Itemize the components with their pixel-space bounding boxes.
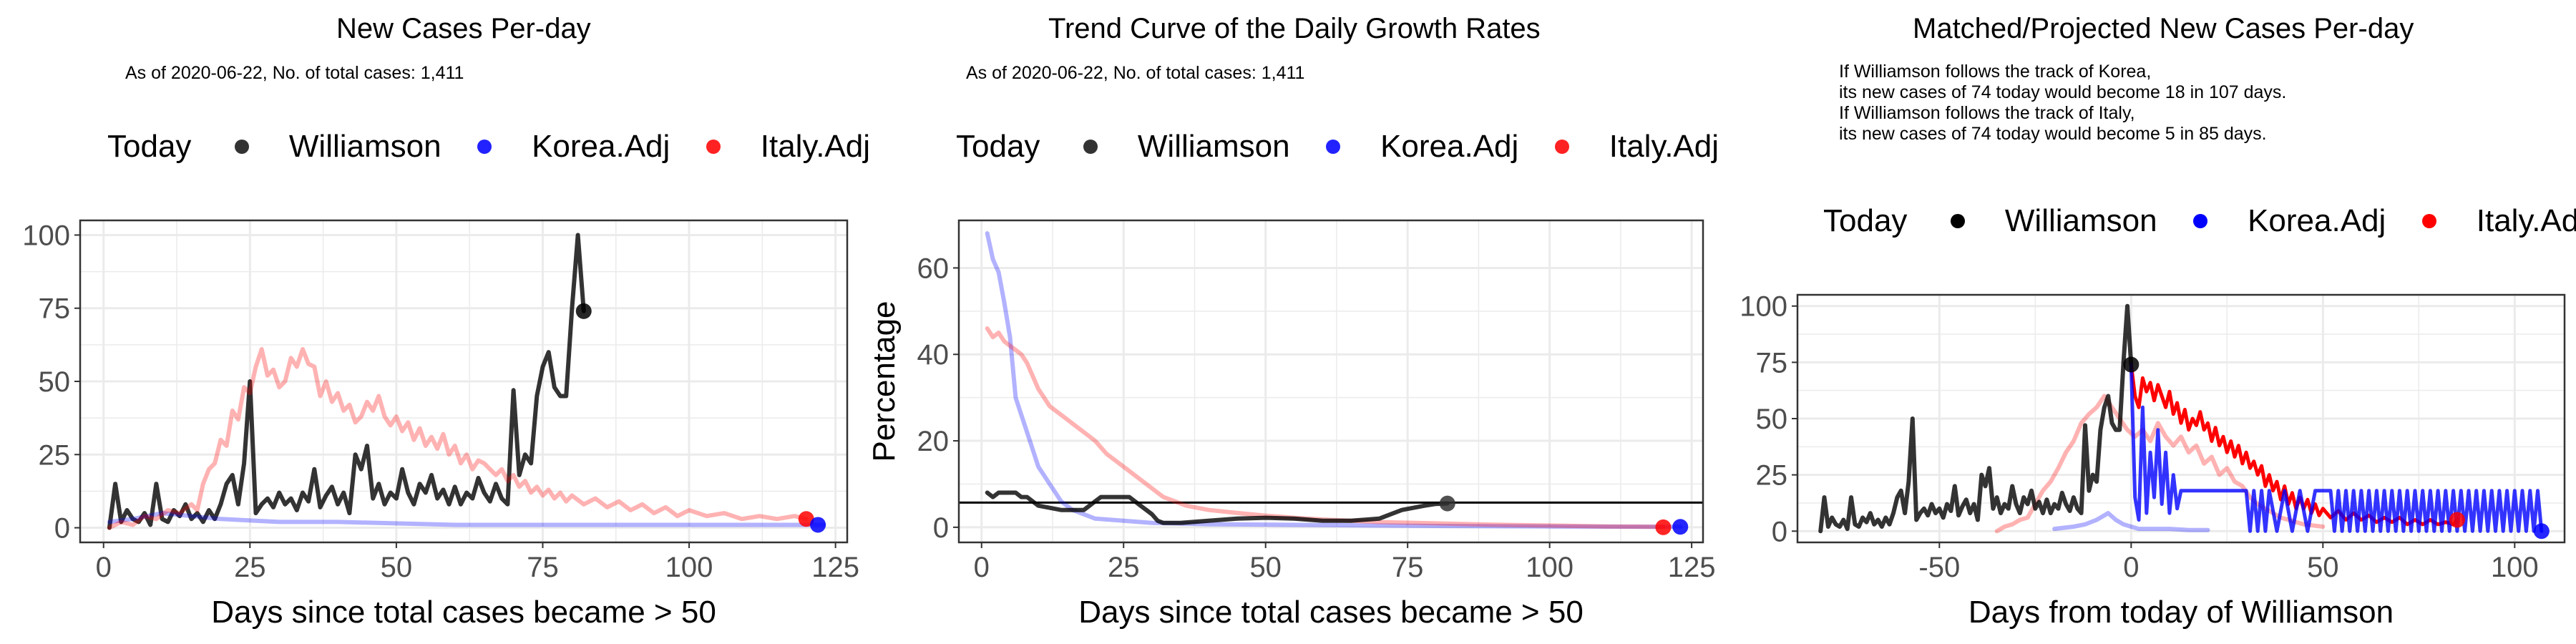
series-line-williamson xyxy=(1818,303,2134,534)
y-tick-label: 25 xyxy=(1756,460,1788,492)
y-tick-label: 20 xyxy=(917,426,950,457)
legend-label-italy: Italy.Adj xyxy=(2476,203,2576,239)
legend-label-korea: Korea.Adj xyxy=(532,129,670,165)
x-tick-label: 125 xyxy=(811,552,859,583)
series-line-korea-adj-projected xyxy=(2129,363,2544,533)
today-point-williamson xyxy=(1439,495,1455,512)
chart-title: New Cases Per-day xyxy=(336,13,591,44)
x-tick-label: 0 xyxy=(974,552,990,583)
legend-label-italy: Italy.Adj xyxy=(1609,129,1719,165)
legend-dot-williamson xyxy=(1083,140,1098,155)
chart-title: Trend Curve of the Daily Growth Rates xyxy=(1048,13,1541,44)
series-line-korea-adj-matched xyxy=(2052,511,2210,532)
legend-label-williamson: Williamson xyxy=(2004,203,2157,239)
x-tick-label: 0 xyxy=(2123,552,2139,583)
plot-border xyxy=(957,219,1704,544)
legend: Today Williamson Korea.Adj Italy.Adj xyxy=(1823,202,2576,239)
legend-dot-korea xyxy=(2192,214,2207,229)
y-tick-label: 50 xyxy=(1756,404,1788,435)
today-point-italy-adj xyxy=(798,511,814,527)
subtitle-line: If Williamson follows the track of Italy… xyxy=(1839,103,2135,123)
today-point-williamson xyxy=(575,303,592,319)
legend-title: Today xyxy=(1823,203,1908,239)
x-tick-label: 100 xyxy=(2491,552,2539,583)
legend: Today Williamson Korea.Adj Italy.Adj xyxy=(956,127,1719,165)
legend-title: Today xyxy=(107,129,192,165)
y-tick-label: 25 xyxy=(39,439,71,471)
subtitle-line: its new cases of 74 today would become 5… xyxy=(1839,124,2267,144)
x-tick-label: 125 xyxy=(1668,552,1716,583)
x-tick-label: 0 xyxy=(96,552,112,583)
x-axis-label: Days from today of Williamson xyxy=(1968,595,2394,630)
y-tick-label: 100 xyxy=(22,220,70,251)
panel-matched-projected: Matched/Projected New Cases Per-day If W… xyxy=(1717,0,2576,644)
subtitle-line: its new cases of 74 today would become 1… xyxy=(1839,82,2287,102)
series-line-williamson xyxy=(985,490,1450,525)
today-point-italy-adj xyxy=(1655,519,1672,535)
x-tick-label: 100 xyxy=(665,552,713,583)
y-tick-label: 75 xyxy=(1756,347,1788,379)
y-axis-label: Percentage xyxy=(867,301,902,462)
x-tick-label: -50 xyxy=(1918,552,1960,583)
legend-label-korea: Korea.Adj xyxy=(1380,129,1519,165)
x-tick-label: 75 xyxy=(1392,552,1424,583)
series-line-williamson xyxy=(107,233,586,530)
x-axis-label: Days since total cases became > 50 xyxy=(1078,595,1584,630)
x-tick-label: 100 xyxy=(1526,552,1574,583)
legend: Today Williamson Korea.Adj Italy.Adj xyxy=(107,127,870,165)
legend-label-korea: Korea.Adj xyxy=(2248,203,2386,239)
legend-dot-korea xyxy=(1325,140,1340,155)
y-tick-label: 40 xyxy=(917,339,950,371)
x-tick-label: 25 xyxy=(234,552,266,583)
subtitle-line: If Williamson follows the track of Korea… xyxy=(1839,62,2152,82)
x-axis-label: Days since total cases became > 50 xyxy=(211,595,716,630)
y-tick-label: 50 xyxy=(39,366,71,398)
y-tick-label: 100 xyxy=(1740,291,1787,323)
chart-subtitle: As of 2020-06-22, No. of total cases: 1,… xyxy=(966,63,1305,83)
plot-background xyxy=(959,220,1703,542)
legend-label-williamson: Williamson xyxy=(288,129,441,165)
x-tick-label: 25 xyxy=(1108,552,1140,583)
series-line-korea-adj xyxy=(107,511,826,527)
y-tick-label: 0 xyxy=(1772,516,1787,547)
legend-dot-williamson xyxy=(234,140,249,155)
chart-subtitle: As of 2020-06-22, No. of total cases: 1,… xyxy=(125,63,464,83)
plot-area: 0 25 50 75 100 125 0 25 50 75 100 Days since total … xyxy=(22,219,859,630)
panel-growth-rates: Trend Curve of the Daily Growth Rates As… xyxy=(859,0,1719,644)
x-tick-label: 50 xyxy=(2307,552,2339,583)
plot-border xyxy=(1796,293,2566,544)
legend-dot-williamson xyxy=(1950,214,1965,229)
today-point-korea-adj xyxy=(1672,519,1689,535)
x-tick-label: 50 xyxy=(381,552,413,583)
legend-label-italy: Italy.Adj xyxy=(760,129,871,165)
plot-area: -50 0 50 100 0 25 50 75 100 Days from today of Wi… xyxy=(1740,291,2566,630)
y-tick-label: 0 xyxy=(54,513,70,545)
plot-area: 0 25 50 75 100 125 0 20 40 60 Days since total cas… xyxy=(867,219,1716,630)
today-point-italy-adj xyxy=(2449,512,2465,528)
chart-title: Matched/Projected New Cases Per-day xyxy=(1913,13,2414,44)
y-tick-label: 0 xyxy=(933,512,949,544)
today-point-korea-adj xyxy=(2533,523,2550,540)
legend-dot-italy xyxy=(2421,214,2436,229)
chart-subtitle: If Williamson follows the track of Korea… xyxy=(1839,62,2286,145)
x-tick-label: 75 xyxy=(527,552,559,583)
series-line-italy-adj xyxy=(107,347,809,530)
today-point-korea-adj xyxy=(810,517,826,533)
legend-dot-italy xyxy=(706,140,721,155)
today-point-williamson xyxy=(2123,356,2140,373)
plot-border xyxy=(79,219,849,544)
legend-dot-italy xyxy=(1554,140,1569,155)
legend-title: Today xyxy=(956,129,1040,165)
panel-new-cases: New Cases Per-day As of 2020-06-22, No. … xyxy=(0,0,870,644)
y-tick-label: 75 xyxy=(39,293,71,325)
legend-dot-korea xyxy=(477,140,492,155)
y-tick-label: 60 xyxy=(917,253,950,284)
series-line-korea-adj xyxy=(985,231,1683,530)
legend-label-williamson: Williamson xyxy=(1137,129,1290,165)
x-tick-label: 50 xyxy=(1249,552,1282,583)
